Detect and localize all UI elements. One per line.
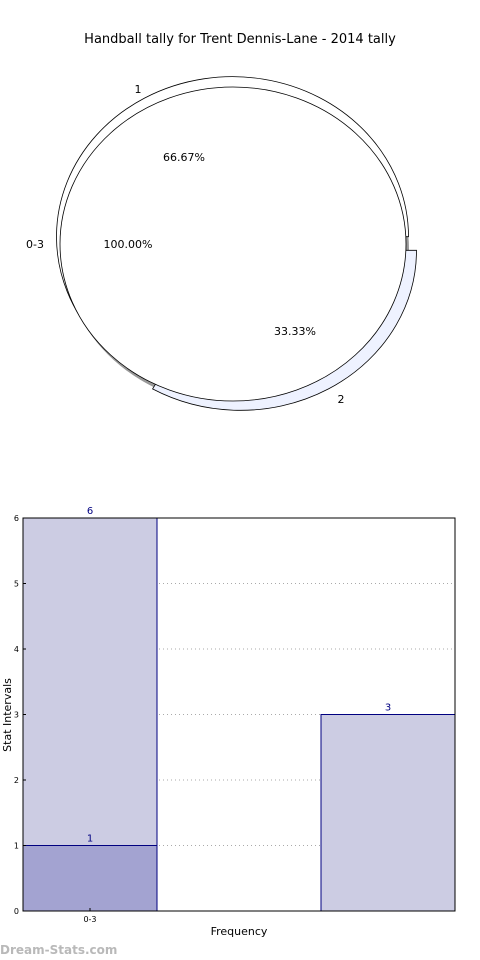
bar-3 (320, 714, 456, 912)
bar-value-label: 6 (87, 506, 93, 517)
bar-value-label: 3 (385, 703, 391, 714)
y-tick-label: 1 (14, 842, 19, 851)
x-axis-label: Frequency (211, 925, 268, 938)
y-tick-label: 2 (14, 776, 19, 785)
watermark: Dream-Stats.com (0, 943, 118, 957)
bar-2 (22, 845, 158, 912)
y-axis-label: Stat Intervals (1, 678, 14, 752)
bar-value-label: 1 (87, 834, 93, 845)
y-tick-label: 3 (14, 711, 19, 720)
x-axis-ticks: 0-3 (83, 908, 97, 924)
pie-slice-inner-0-3 (59, 86, 407, 402)
pie-title: Handball tally for Trent Dennis-Lane - 2… (84, 32, 396, 47)
y-tick-label: 5 (14, 580, 19, 589)
bar-value-labels: 6 1 3 (87, 506, 391, 845)
y-tick-label: 0 (14, 907, 19, 916)
bar-series (22, 517, 456, 912)
x-tick-label: 0-3 (83, 915, 96, 924)
pie-pct-inner-0-3: 100.00% (104, 238, 153, 251)
pie-label-inner-0-3: 0-3 (26, 238, 44, 251)
pie-labels: 1 2 0-3 66.67% 33.33% 100.00% (26, 83, 344, 406)
pie-chart: Handball tally for Trent Dennis-Lane - 2… (26, 32, 417, 411)
bar-chart: 0 1 2 3 4 5 6 0-3 6 1 3 Frequency Stat Intervals (1, 506, 456, 938)
y-tick-label: 4 (14, 645, 19, 654)
pie-label-outer-1: 1 (135, 83, 142, 96)
pie-slices (56, 76, 417, 411)
pie-pct-outer-1: 66.67% (163, 151, 205, 164)
y-tick-label: 6 (14, 514, 19, 523)
pie-label-outer-2: 2 (338, 393, 345, 406)
pie-pct-outer-2: 33.33% (274, 325, 316, 338)
y-axis-ticks: 0 1 2 3 4 5 6 (14, 514, 26, 916)
